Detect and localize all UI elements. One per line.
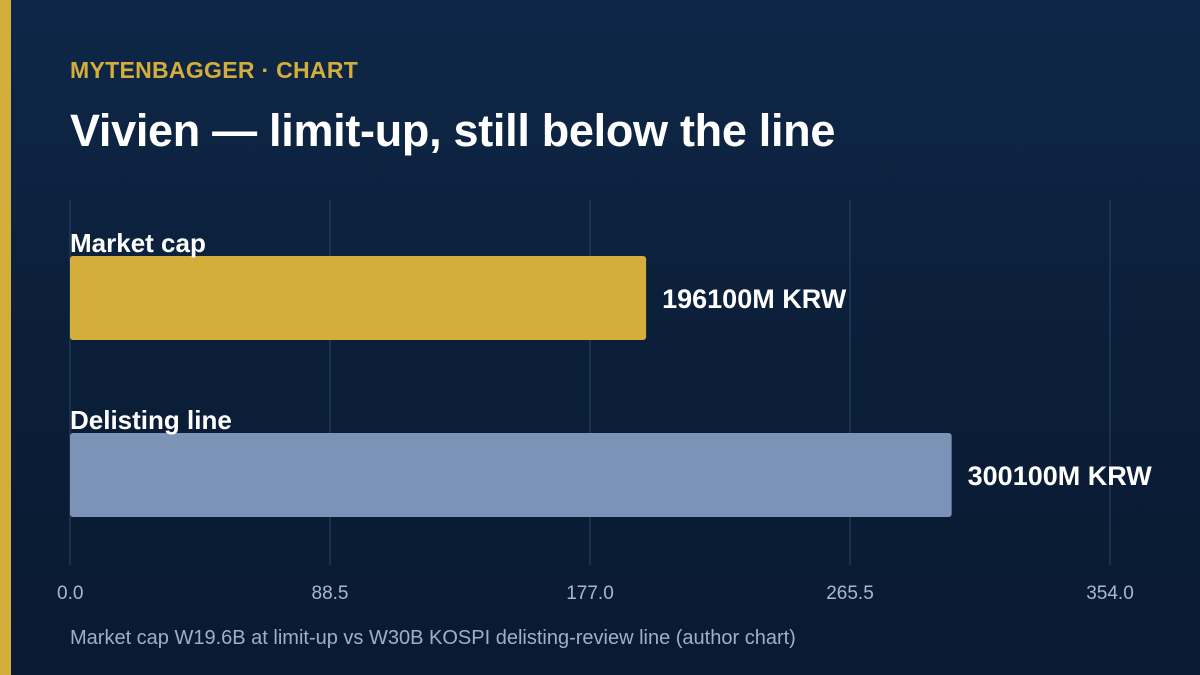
x-tick-label: 88.5: [312, 583, 349, 604]
x-tick-label: 354.0: [1086, 583, 1134, 604]
value-label: 196100M KRW: [662, 284, 847, 314]
category-label: Market cap: [70, 228, 206, 258]
accent-bar: [0, 0, 11, 675]
kicker-label: MYTENBAGGER · CHART: [70, 57, 359, 83]
x-tick-label: 0.0: [57, 583, 83, 604]
value-label: 300100M KRW: [968, 461, 1153, 491]
chart-caption: Market cap W19.6B at limit-up vs W30B KO…: [70, 627, 796, 649]
x-tick-label: 265.5: [826, 583, 874, 604]
labels: 0.0 88.5 177.0 265.5 354.0 Market cap 196100M …: [57, 228, 1152, 604]
x-tick-label: 177.0: [566, 583, 614, 604]
bar: [70, 433, 952, 517]
bar: [70, 256, 647, 340]
bars: [70, 256, 952, 517]
chart-title: Vivien — limit-up, still below the line: [70, 105, 836, 156]
category-label: Delisting line: [70, 405, 232, 435]
